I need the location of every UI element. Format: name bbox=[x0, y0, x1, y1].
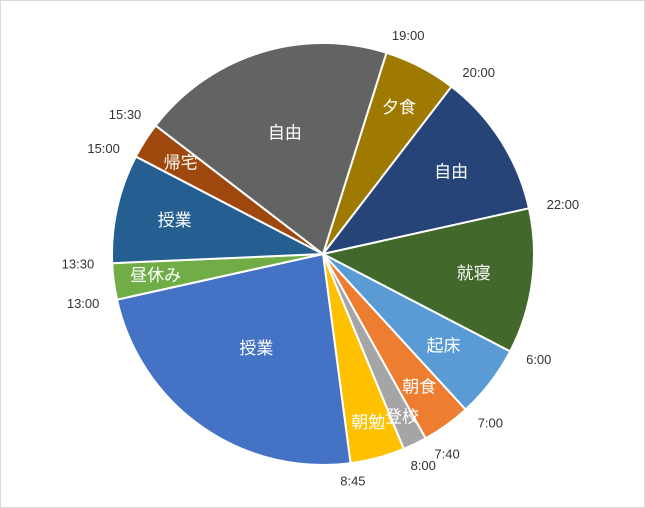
pie-slice-3 bbox=[322, 207, 536, 353]
time-tick-12: 15:30 bbox=[109, 107, 142, 122]
slice-label-10: 授業 bbox=[158, 211, 192, 231]
slice-label-9: 昼休み bbox=[130, 266, 181, 286]
pie-slice-10 bbox=[111, 155, 324, 265]
slice-label-5: 朝食 bbox=[402, 378, 436, 398]
pie-slice-8 bbox=[116, 253, 352, 466]
slice-label-11: 帰宅 bbox=[164, 153, 198, 173]
slice-label-3: 就寝 bbox=[457, 263, 491, 284]
time-tick-3: 22:00 bbox=[547, 197, 580, 212]
slice-label-7: 朝勉 bbox=[351, 413, 385, 433]
pie-slice-2 bbox=[322, 85, 530, 255]
slice-label-12: 自由 bbox=[268, 123, 302, 143]
time-tick-10: 13:30 bbox=[62, 257, 95, 272]
time-tick-4: 6:00 bbox=[526, 352, 551, 367]
slice-label-6: 登校 bbox=[385, 407, 419, 427]
slice-label-8: 授業 bbox=[239, 339, 273, 359]
slice-label-4: 起床 bbox=[427, 337, 461, 357]
time-tick-9: 13:00 bbox=[67, 296, 100, 311]
pie-slices bbox=[111, 42, 536, 466]
time-tick-2: 20:00 bbox=[462, 65, 495, 80]
time-tick-11: 15:00 bbox=[87, 141, 120, 156]
slice-label-1: 夕食 bbox=[382, 98, 416, 118]
time-tick-8: 8:45 bbox=[340, 474, 365, 489]
time-tick-7: 8:00 bbox=[411, 458, 436, 473]
time-tick-1: 19:00 bbox=[392, 28, 425, 43]
pie-slice-12 bbox=[154, 42, 388, 255]
time-tick-5: 7:00 bbox=[478, 415, 503, 430]
slice-label-2: 自由 bbox=[434, 162, 468, 182]
time-tick-labels: 19:00 20:00 22:00 6:00 7:00 7:408:00 8:45 13:00… bbox=[62, 28, 579, 488]
time-tick-6: 7:40 bbox=[434, 447, 459, 462]
